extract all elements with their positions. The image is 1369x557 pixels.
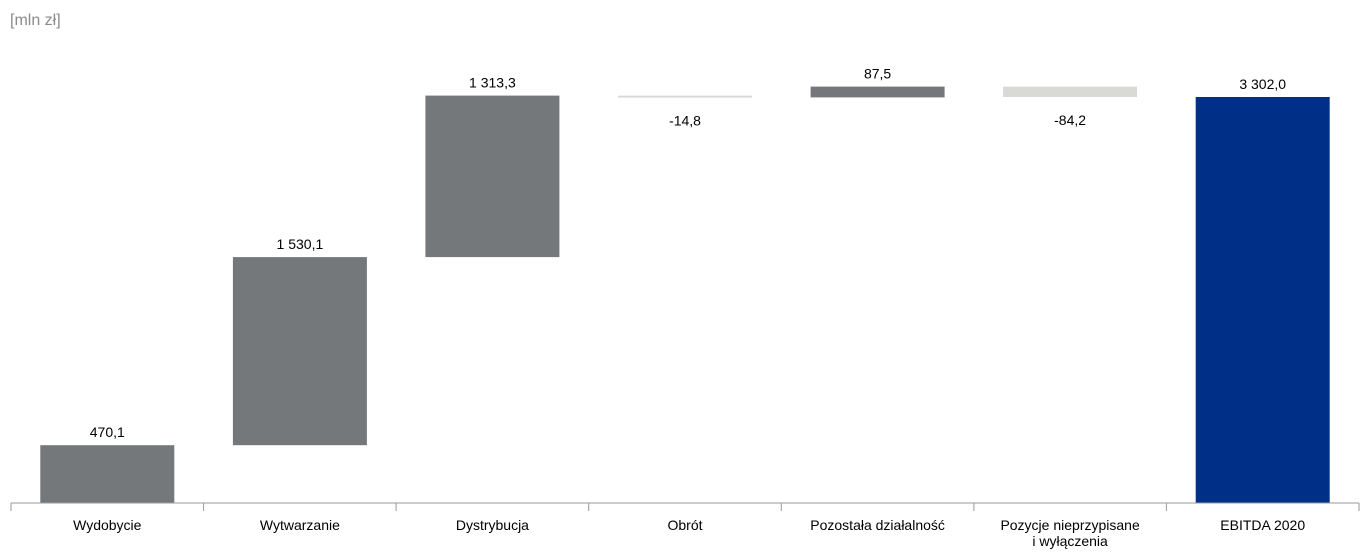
- bar-6: [1195, 97, 1330, 503]
- bar-1: [232, 257, 367, 446]
- value-label-6: 3 302,0: [1239, 76, 1286, 92]
- value-label-3: -14,8: [669, 112, 701, 128]
- bar-3: [618, 95, 752, 98]
- category-label-line: Wytwarzanie: [260, 517, 340, 533]
- category-label-line: Wydobycie: [73, 517, 142, 533]
- category-label-line: EBITDA 2020: [1220, 517, 1305, 533]
- value-label-1: 1 530,1: [277, 236, 324, 252]
- category-label-0: Wydobycie: [73, 517, 142, 533]
- bar-5: [1003, 86, 1138, 97]
- category-label-2: Dystrybucja: [456, 517, 529, 533]
- category-label-5: Pozycje nieprzypisane i wyłączenia: [1000, 517, 1140, 549]
- unit-label: [mln zł]: [10, 12, 61, 29]
- category-label-line: Dystrybucja: [456, 517, 529, 533]
- value-label-4: 87,5: [864, 66, 891, 82]
- bar-2: [425, 95, 560, 258]
- category-label-6: EBITDA 2020: [1220, 517, 1305, 533]
- category-label-3: Obrót: [667, 517, 702, 533]
- value-label-5: -84,2: [1054, 112, 1086, 128]
- value-label-0: 470,1: [90, 424, 125, 440]
- category-labels-group: Wydobycie Wytwarzanie Dystrybucja Obrót Pozo…: [73, 517, 1305, 549]
- value-label-2: 1 313,3: [469, 75, 516, 91]
- category-label-1: Wytwarzanie: [260, 517, 340, 533]
- bars-group: [40, 86, 1330, 503]
- value-labels-group: 470,1 1 530,1 1 313,3 -14,8 87,5 -84,2 3 302,0: [90, 66, 1286, 441]
- x-axis: [10, 502, 1360, 511]
- category-label-line: Pozostała działalność: [810, 517, 945, 533]
- category-label-4: Pozostała działalność: [810, 517, 945, 533]
- bar-0: [40, 445, 175, 503]
- category-label-line: i wyłączenia: [1032, 533, 1108, 549]
- category-label-line: Obrót: [667, 517, 702, 533]
- bar-4: [810, 86, 945, 98]
- category-label-line: Pozycje nieprzypisane: [1000, 517, 1140, 533]
